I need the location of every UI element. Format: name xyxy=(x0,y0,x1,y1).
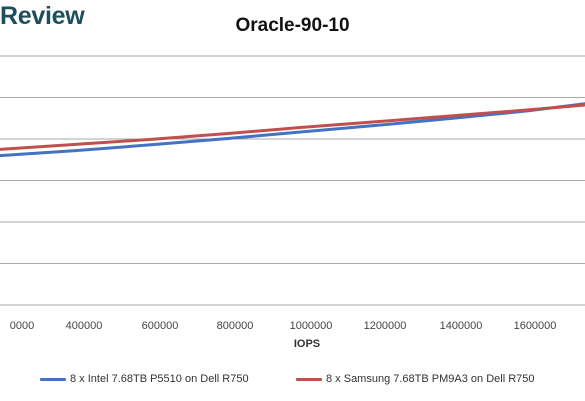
x-tick-labels: 0000 400000 600000 800000 1000000 1200000 1400… xyxy=(10,320,585,332)
legend-label-samsung: 8 x Samsung 7.68TB PM9A3 on Dell R750 xyxy=(326,373,535,385)
x-tick-label: 0000 xyxy=(10,320,34,332)
x-tick-label: 1600000 xyxy=(514,320,557,332)
x-tick-label: 600000 xyxy=(142,320,179,332)
series-line-1 xyxy=(0,103,585,151)
legend-item-intel: 8 x Intel 7.68TB P5510 on Dell R750 xyxy=(40,373,249,385)
x-axis-label: IOPS xyxy=(294,338,320,350)
x-tick-label: 400000 xyxy=(66,320,103,332)
legend-item-samsung: 8 x Samsung 7.68TB PM9A3 on Dell R750 xyxy=(296,373,535,385)
legend-swatch-intel xyxy=(40,377,66,381)
series-lines xyxy=(0,102,585,158)
x-tick-label: 1000000 xyxy=(290,320,333,332)
x-tick-label: 800000 xyxy=(217,320,254,332)
gridlines xyxy=(0,55,585,306)
legend-swatch-samsung xyxy=(296,377,322,381)
x-tick-label: 1200000 xyxy=(364,320,407,332)
chart-title: Oracle-90-10 xyxy=(235,15,350,36)
legend-label-intel: 8 x Intel 7.68TB P5510 on Dell R750 xyxy=(70,373,249,385)
chart-legend: 8 x Intel 7.68TB P5510 on Dell R750 8 x … xyxy=(0,373,585,391)
brand-logo-text: Review xyxy=(0,2,85,30)
x-tick-label: 1400000 xyxy=(440,320,483,332)
